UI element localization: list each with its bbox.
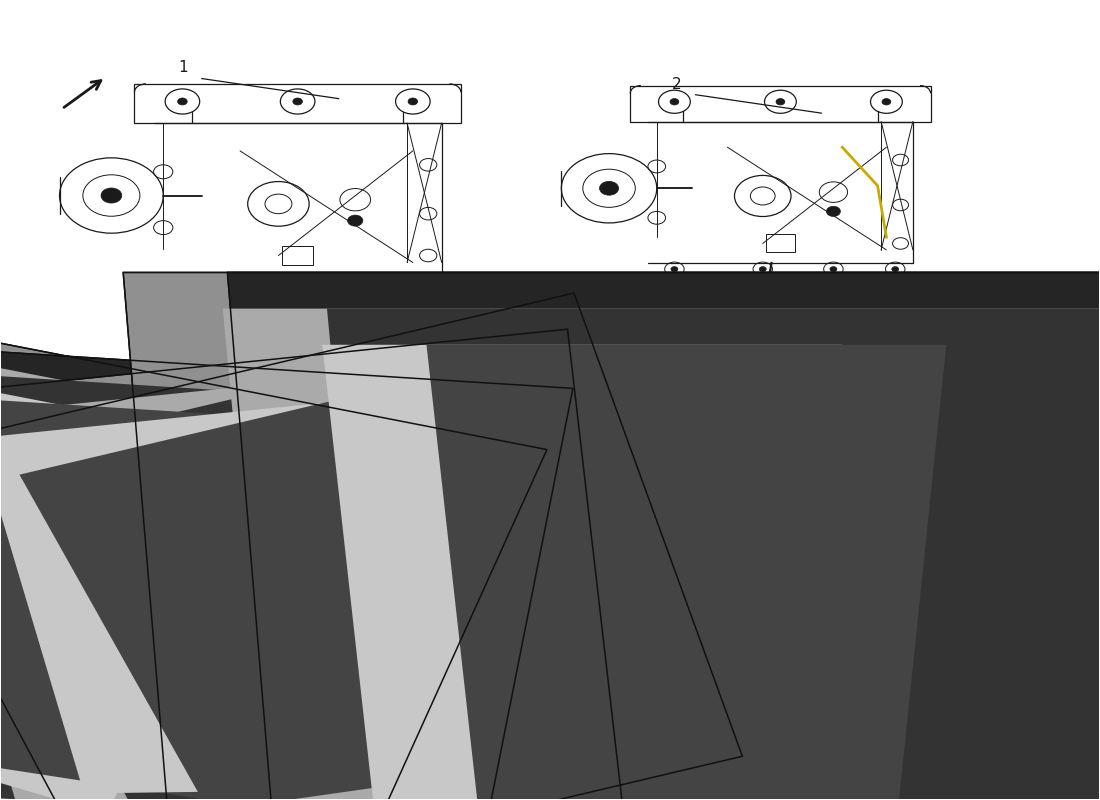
Polygon shape [0,342,573,800]
Polygon shape [0,329,623,800]
Circle shape [348,215,363,226]
Circle shape [351,281,359,286]
Polygon shape [222,309,1100,800]
Circle shape [178,281,186,286]
Circle shape [882,98,891,105]
Circle shape [759,266,767,272]
Circle shape [826,206,840,217]
Polygon shape [0,293,742,800]
Circle shape [671,266,678,272]
Circle shape [177,98,187,105]
Polygon shape [228,273,1100,800]
Text: 3: 3 [101,665,110,678]
Text: a passion for parts shopping: a passion for parts shopping [552,386,855,574]
Polygon shape [327,309,1100,800]
Text: EUROSPARES: EUROSPARES [287,354,989,446]
Polygon shape [0,398,310,800]
Circle shape [776,98,784,105]
Polygon shape [0,331,664,800]
Text: 5: 5 [244,657,253,670]
Circle shape [419,281,427,286]
Text: 7: 7 [672,675,681,689]
Text: 6: 6 [320,657,330,670]
Polygon shape [0,360,550,800]
Polygon shape [0,370,504,800]
Polygon shape [0,346,474,800]
Polygon shape [427,345,946,800]
Text: 2: 2 [672,77,682,92]
Text: 2: 2 [726,711,736,726]
Text: 4: 4 [173,657,182,670]
Polygon shape [322,345,843,800]
Circle shape [670,98,679,105]
Text: 1: 1 [221,711,231,726]
Polygon shape [0,403,359,794]
Text: 8: 8 [776,675,785,689]
Polygon shape [0,311,547,800]
Circle shape [892,266,899,272]
Circle shape [101,188,122,203]
Circle shape [829,266,837,272]
Text: 1: 1 [178,60,188,75]
Polygon shape [0,382,280,800]
Circle shape [600,182,618,195]
Circle shape [293,98,303,105]
Polygon shape [123,273,1100,800]
Circle shape [275,281,283,286]
Circle shape [408,98,418,105]
Polygon shape [20,397,478,800]
